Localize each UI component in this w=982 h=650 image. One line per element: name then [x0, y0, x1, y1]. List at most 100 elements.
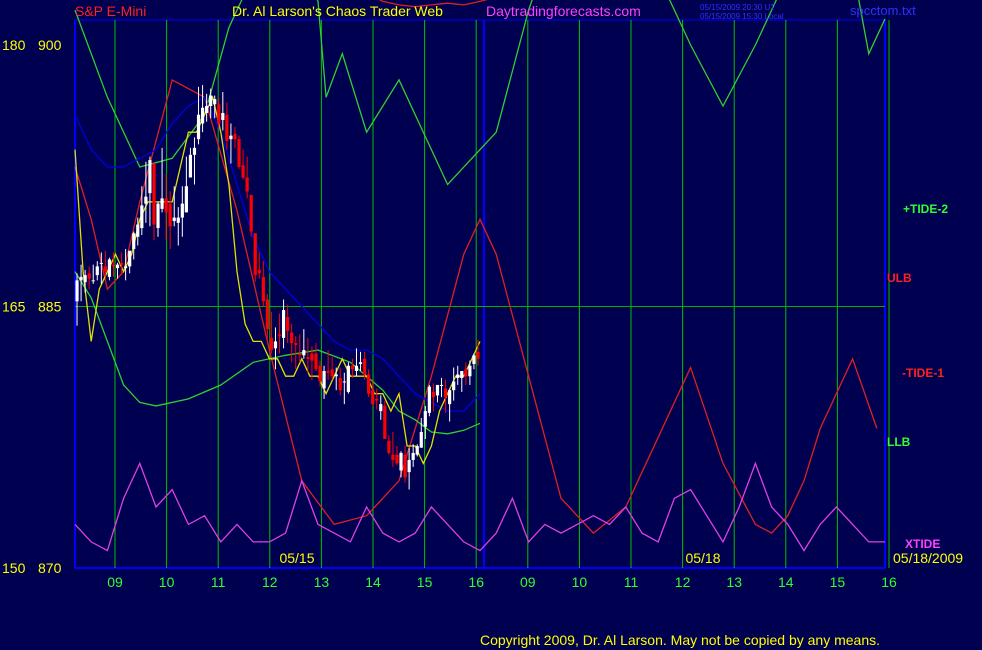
- candle-body: [221, 112, 225, 120]
- hour-label: 11: [211, 574, 226, 590]
- hour-label: 13: [314, 574, 330, 590]
- candle-body: [192, 147, 197, 155]
- candle-body: [241, 165, 245, 178]
- series-label: -TIDE-1: [902, 366, 944, 380]
- hour-label: 16: [881, 574, 897, 590]
- candle-body: [99, 262, 103, 264]
- candle-body: [464, 369, 468, 377]
- candle-body: [91, 280, 95, 282]
- candle-body: [180, 203, 184, 218]
- candle-body: [200, 107, 205, 124]
- candle-body: [298, 353, 302, 356]
- candle-body: [265, 299, 269, 330]
- candle-body: [136, 224, 140, 237]
- candle-body: [132, 233, 136, 249]
- candle-body: [334, 374, 338, 377]
- candle-body: [452, 381, 456, 391]
- hour-label: 11: [624, 574, 639, 590]
- hour-label: 12: [262, 574, 278, 590]
- website-link[interactable]: Daytradingforecasts.com: [486, 3, 641, 19]
- series-line: [378, 0, 488, 8]
- hour-label: 15: [417, 574, 433, 590]
- candle-body: [229, 135, 233, 140]
- candle-body: [314, 353, 318, 370]
- candle-body: [257, 269, 261, 274]
- candle-body: [87, 273, 91, 279]
- candle-body: [379, 404, 383, 412]
- candle-body: [302, 350, 306, 356]
- candle-body: [354, 365, 359, 372]
- candle-body: [184, 186, 188, 213]
- tide-axis-label: 150: [2, 560, 26, 576]
- candle-body: [172, 217, 176, 222]
- candle-body: [431, 391, 436, 398]
- candle-body: [277, 334, 282, 337]
- hour-label: 09: [107, 574, 123, 590]
- candle-body: [107, 259, 112, 277]
- symbol-title: S&P E-Mini: [75, 3, 146, 19]
- candle-body: [310, 353, 314, 361]
- candle-body: [196, 114, 201, 140]
- date-label: 05/18/2009: [893, 550, 963, 566]
- copyright-notice: Copyright 2009, Dr. Al Larson. May not b…: [480, 632, 880, 648]
- candle-body: [383, 405, 387, 439]
- candle-body: [103, 266, 107, 272]
- candle-body: [346, 365, 350, 392]
- candle-body: [358, 362, 363, 365]
- chart-title: Dr. Al Larson's Chaos Trader Web: [232, 3, 443, 19]
- hour-label: 10: [159, 574, 175, 590]
- candle-body: [95, 266, 99, 276]
- candle-body: [391, 454, 395, 460]
- candle-body: [269, 337, 274, 351]
- series-label: +TIDE-2: [903, 202, 948, 216]
- candle-body: [225, 114, 229, 141]
- series-label: LLB: [887, 435, 911, 449]
- candle-body: [148, 160, 152, 194]
- candle-body: [371, 390, 375, 405]
- hour-label: 13: [726, 574, 742, 590]
- candle-body: [205, 106, 209, 113]
- candle-body: [375, 398, 379, 401]
- candle-body: [168, 203, 172, 227]
- candle-body: [249, 194, 253, 232]
- candle-body: [407, 459, 411, 473]
- candle-body: [217, 104, 221, 124]
- tide-axis-label: 180: [2, 37, 26, 53]
- candle-body: [115, 264, 120, 269]
- series-label: ULB: [887, 271, 912, 285]
- candle-body: [281, 309, 286, 338]
- candle-body: [399, 452, 403, 471]
- candle-body: [124, 266, 128, 269]
- candle-body: [237, 139, 241, 168]
- candle-body: [472, 355, 476, 365]
- candle-body: [144, 196, 148, 204]
- candle-body: [419, 432, 423, 448]
- data-filename: spcctom.txt: [850, 3, 916, 18]
- candle-body: [290, 332, 294, 344]
- candle-body: [233, 133, 237, 140]
- candle-body: [387, 440, 391, 453]
- candle-body: [448, 390, 452, 405]
- price-axis-label: 885: [38, 299, 62, 315]
- series-line: [74, 461, 885, 552]
- candle-body: [395, 454, 399, 464]
- candle-body: [213, 99, 217, 105]
- candle-body: [439, 384, 444, 386]
- candle-body: [443, 388, 448, 398]
- candle-body: [245, 177, 249, 192]
- series-line: [74, 78, 878, 534]
- candle-body: [273, 341, 278, 349]
- candle-body: [435, 384, 440, 396]
- candle-body: [176, 217, 180, 223]
- tide-axis-label: 165: [2, 299, 26, 315]
- candle-body: [294, 343, 298, 345]
- candle-body: [411, 452, 415, 460]
- candle-body: [330, 369, 334, 377]
- price-axis-label: 900: [38, 37, 62, 53]
- timestamp-local: 05/15/2009 15:30 Local: [700, 12, 784, 21]
- hour-label: 12: [675, 574, 691, 590]
- candle-body: [140, 205, 144, 229]
- candle-body: [427, 386, 431, 413]
- hour-label: 09: [520, 574, 536, 590]
